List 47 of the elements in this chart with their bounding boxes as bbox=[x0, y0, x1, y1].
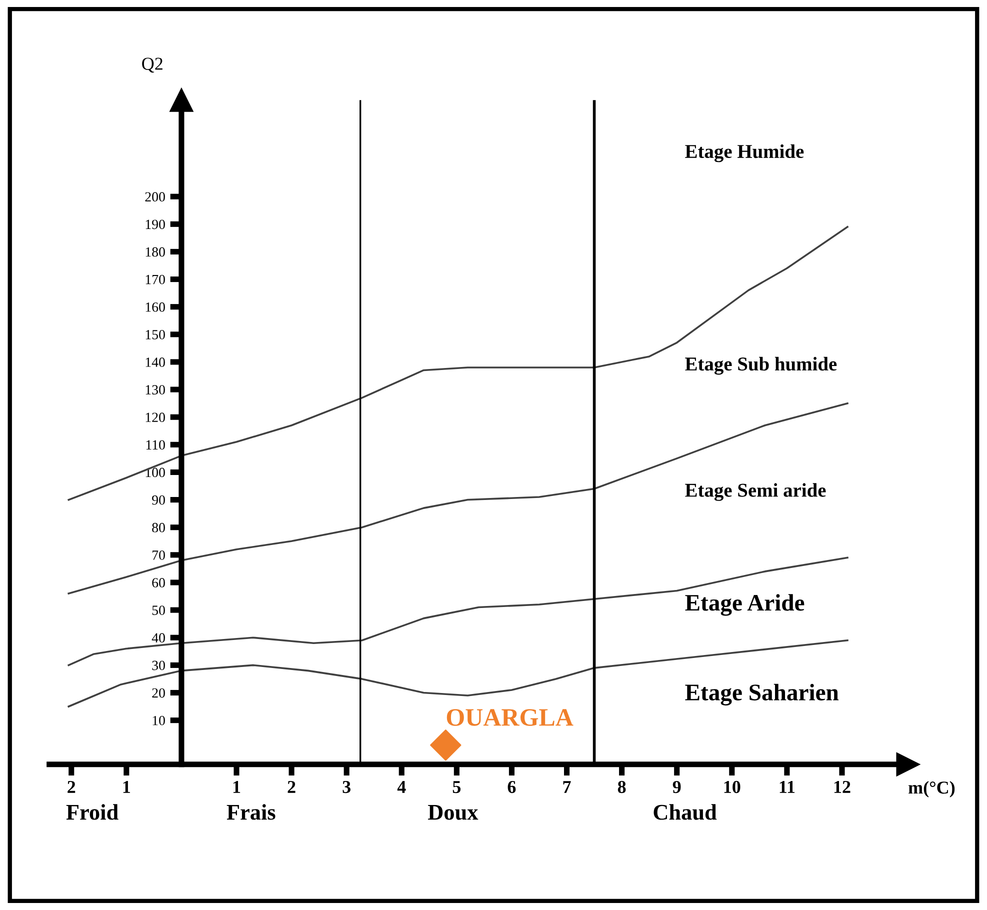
y-tick-label: 100 bbox=[146, 468, 165, 478]
y-tick-label: 40 bbox=[152, 633, 165, 643]
y-tick-label: 190 bbox=[146, 220, 165, 230]
x-tick-label: 6 bbox=[508, 780, 516, 794]
y-tick-label: 130 bbox=[146, 385, 165, 394]
line-series bbox=[68, 402, 848, 594]
y-tick-label: 200 bbox=[145, 192, 165, 202]
y-axis-title: Q2 bbox=[142, 58, 162, 73]
y-tick-label: 60 bbox=[152, 578, 165, 588]
y-tick-label: 20 bbox=[152, 688, 165, 698]
x-tick-label: 11 bbox=[780, 780, 795, 793]
y-tick-label: 10 bbox=[152, 716, 165, 726]
series-label: OUARGLA bbox=[446, 709, 574, 726]
x-axis-title: m(°C) bbox=[908, 781, 955, 798]
x-tick-label: 2 bbox=[288, 780, 296, 793]
y-tick-label: 160 bbox=[146, 302, 165, 312]
x-tick-label: 9 bbox=[672, 780, 681, 794]
y-tick-label: 90 bbox=[152, 495, 165, 505]
y-tick-label: 50 bbox=[152, 606, 165, 615]
text: Doux bbox=[428, 805, 478, 820]
annotation: Etage Sub humide bbox=[685, 356, 837, 375]
x-tick-label: 3 bbox=[342, 780, 350, 794]
x-tick-label: 7 bbox=[563, 781, 571, 793]
y-tick-label: 140 bbox=[146, 358, 165, 367]
x-tick-label: 4 bbox=[397, 781, 406, 793]
x-tick-label: 8 bbox=[618, 780, 626, 794]
x-tick-label: 1 bbox=[123, 780, 130, 793]
y-tick-label: 120 bbox=[146, 412, 165, 422]
x-tick-label: 12 bbox=[834, 780, 850, 793]
text: Chaud bbox=[654, 804, 717, 820]
y-tick-label: 110 bbox=[146, 440, 165, 450]
annotation: Etage Saharien bbox=[685, 684, 839, 706]
x-tick-label: 2 bbox=[68, 780, 76, 793]
annotation: Etage Humide bbox=[685, 144, 804, 162]
y-tick-label: 30 bbox=[152, 660, 165, 670]
y-tick-label: 150 bbox=[146, 330, 165, 340]
y-tick-label: 170 bbox=[146, 274, 165, 284]
annotation: Etage Semi aride bbox=[685, 483, 826, 501]
x-tick-label: 5 bbox=[452, 781, 461, 794]
y-tick-label: 70 bbox=[152, 550, 165, 560]
text: Froid bbox=[66, 804, 118, 820]
x-tick-label: 1 bbox=[233, 780, 240, 793]
y-tick-label: 180 bbox=[146, 247, 165, 257]
annotation: Etage Aride bbox=[685, 594, 804, 616]
text: Frais bbox=[226, 804, 276, 820]
x-tick-label: 10 bbox=[724, 780, 740, 794]
y-tick-label: 80 bbox=[152, 522, 165, 532]
